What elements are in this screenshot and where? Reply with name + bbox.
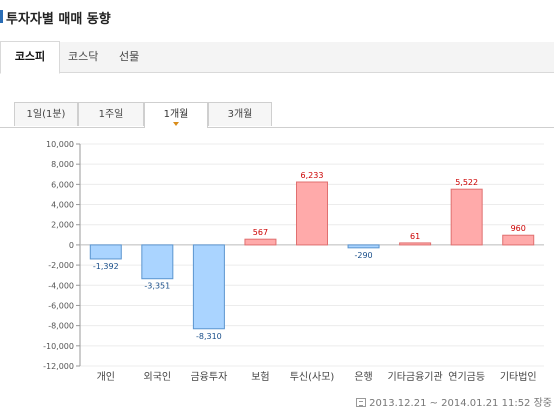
bar-8	[450, 188, 483, 246]
data-label: 61	[410, 232, 420, 241]
tab-1month[interactable]: 1개월	[144, 102, 208, 128]
y-tick-label: 0	[69, 241, 74, 250]
timestamp: 2013.12.21 ~ 2014.01.21 11:52 장중	[369, 398, 552, 409]
x-tick-label: 은행	[354, 371, 372, 382]
y-tick-label: 10,000	[46, 140, 74, 149]
y-tick-label: 4,000	[51, 201, 74, 210]
x-tick-label: 보험	[251, 371, 269, 382]
calendar-icon	[356, 398, 367, 407]
tab-1day-label: 1일(1분)	[26, 109, 66, 120]
y-tick-label: -12,000	[43, 362, 74, 371]
tab-3month-label: 3개월	[227, 109, 253, 120]
bar-4	[244, 238, 277, 246]
tab-1day[interactable]: 1일(1분)	[14, 102, 78, 126]
bar-2	[141, 244, 174, 280]
x-tick-label: 기타금융기관	[388, 371, 443, 382]
data-label: 6,233	[301, 171, 324, 180]
x-tick-label: 투신(사모)	[290, 371, 335, 382]
x-tick-label: 금융투자	[190, 371, 227, 382]
bar-3	[192, 244, 225, 330]
tab-futures[interactable]: 선물	[119, 50, 140, 63]
chart-labels: 10,000 8,000 6,000 4,000 2,000 0 -2,000 -4,000 -…	[43, 140, 537, 382]
data-label: -290	[354, 251, 372, 260]
y-tick-label: -8,000	[48, 322, 74, 331]
y-tick-label: 2,000	[51, 221, 74, 230]
x-tick-label: 외국인	[144, 371, 172, 382]
x-tick-label: 개인	[97, 371, 115, 382]
x-tick-label: 연기금등	[448, 371, 485, 382]
x-tick-label: 기타법인	[500, 371, 537, 382]
widget-title: 투자자별 매매 동향	[6, 12, 111, 27]
selected-arrow-icon	[173, 122, 179, 126]
title-marker	[0, 10, 3, 23]
y-tick-label: -2,000	[48, 261, 74, 270]
data-label: 960	[511, 224, 526, 233]
tab-1month-label: 1개월	[163, 109, 189, 120]
tab-1week-label: 1주일	[98, 109, 124, 120]
widget-header: 투자자별 매매 동향	[0, 0, 554, 34]
bar-7	[399, 242, 432, 246]
y-tick-label: 6,000	[51, 180, 74, 189]
y-tick-label: 8,000	[51, 160, 74, 169]
data-label: 567	[253, 228, 268, 237]
chart-bars	[89, 181, 535, 330]
tab-3month[interactable]: 3개월	[208, 102, 272, 126]
data-label: -8,310	[196, 332, 222, 341]
bar-5	[296, 181, 328, 246]
bar-6	[347, 244, 380, 249]
tab-kospi[interactable]: 코스피	[0, 41, 60, 74]
market-tab-bar: 코스피 코스닥 선물	[0, 41, 554, 74]
bar-9	[502, 234, 535, 246]
tab-1week[interactable]: 1주일	[78, 102, 144, 126]
y-tick-label: -6,000	[48, 301, 74, 310]
data-label: 5,522	[455, 178, 478, 187]
investor-bar-chart: 10,000 8,000 6,000 4,000 2,000 0 -2,000 -4,000 -…	[43, 140, 544, 382]
footer: 2013.12.21 ~ 2014.01.21 11:52 장중	[356, 394, 552, 410]
data-label: -1,392	[93, 262, 119, 271]
y-tick-label: -10,000	[43, 342, 74, 351]
data-label: -3,351	[144, 282, 170, 291]
period-tab-bar: 1일(1분) 1주일 1개월 3개월	[0, 102, 554, 128]
bar-1	[89, 244, 122, 260]
tab-kosdaq[interactable]: 코스닥	[68, 50, 99, 63]
y-tick-label: -4,000	[48, 281, 74, 290]
